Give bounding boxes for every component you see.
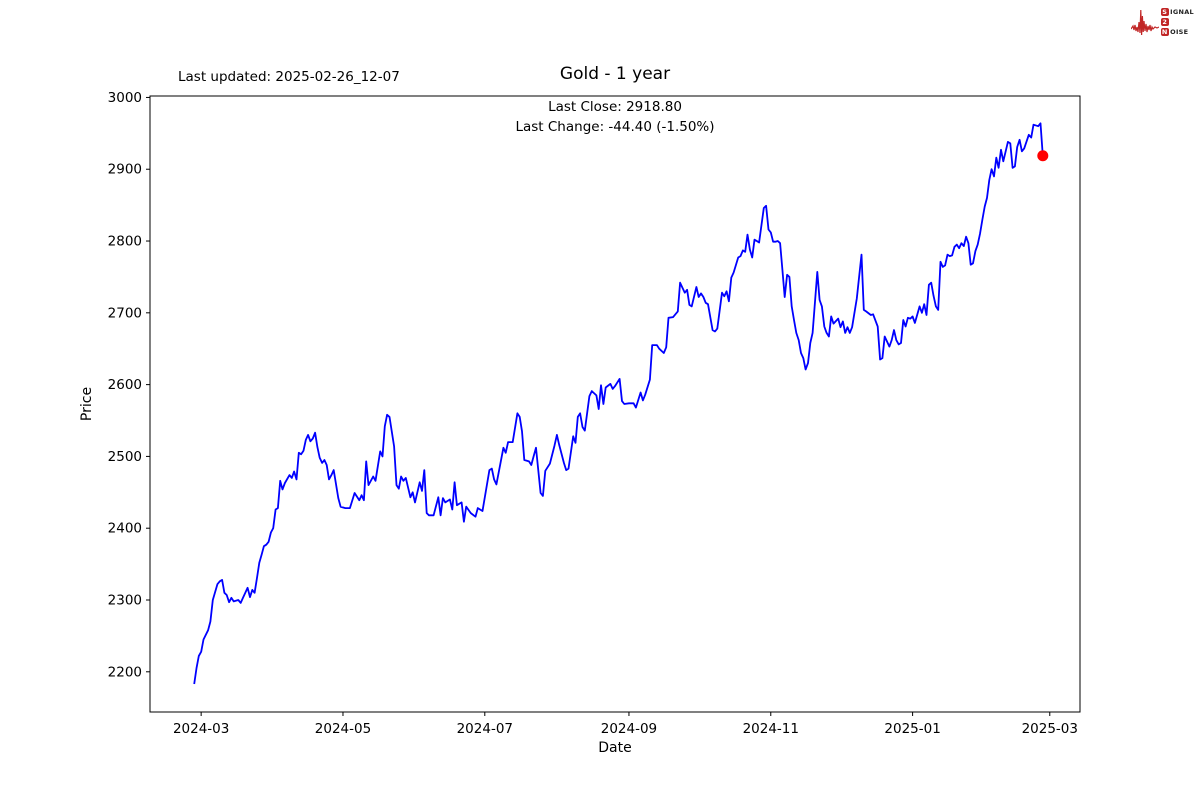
logo-rest-ignal: IGNAL (1170, 8, 1194, 16)
waveform-line (1130, 9, 1159, 36)
x-tick-label: 2024-09 (601, 721, 657, 737)
y-tick-label: 2700 (108, 305, 142, 321)
y-tick-label: 2500 (108, 449, 142, 465)
logo-rest-oise: OISE (1170, 28, 1189, 36)
x-axis-label: Date (598, 740, 631, 756)
x-tick-label: 2024-07 (457, 721, 513, 737)
logo-text: S IGNAL 2 N OISE (1160, 8, 1194, 36)
price-line (193, 122, 1044, 685)
y-tick-label: 2400 (108, 521, 142, 537)
x-tick-label: 2024-03 (173, 721, 229, 737)
logo-row-signal: S IGNAL (1160, 8, 1194, 16)
signal2noise-logo: S IGNAL 2 N OISE (1130, 4, 1194, 40)
logo-row-2: 2 (1160, 18, 1194, 26)
logo-badge-2: 2 (1160, 18, 1169, 26)
logo-badge-s: S (1160, 8, 1169, 16)
y-tick-label: 2900 (108, 162, 142, 178)
last-change-line: Last Change: -44.40 (-1.50%) (515, 119, 715, 135)
x-tick-label: 2024-11 (743, 721, 799, 737)
y-tick-label: 2300 (108, 593, 142, 609)
chart-title: Gold - 1 year (559, 64, 671, 84)
logo-row-noise: N OISE (1160, 28, 1194, 36)
y-tick-label: 3000 (108, 90, 142, 106)
waveform-icon (1130, 9, 1159, 36)
x-tick-label: 2025-01 (884, 721, 940, 737)
y-tick-label: 2800 (108, 234, 142, 250)
y-tick-label: 2200 (108, 664, 142, 680)
last-close-marker (1037, 150, 1049, 162)
last-updated-text: Last updated: 2025-02-26_12-07 (178, 69, 400, 85)
y-axis-label: Price (79, 387, 95, 421)
logo-badge-n: N (1160, 28, 1169, 36)
x-tick-label: 2024-05 (315, 721, 371, 737)
last-close-annotation: Last Close: 2918.80 Last Change: -44.40 … (150, 97, 1080, 137)
last-close-line: Last Close: 2918.80 (548, 99, 682, 115)
x-tick-label: 2025-03 (1022, 721, 1078, 737)
axes-frame (149, 95, 1081, 713)
y-tick-label: 2600 (108, 377, 142, 393)
